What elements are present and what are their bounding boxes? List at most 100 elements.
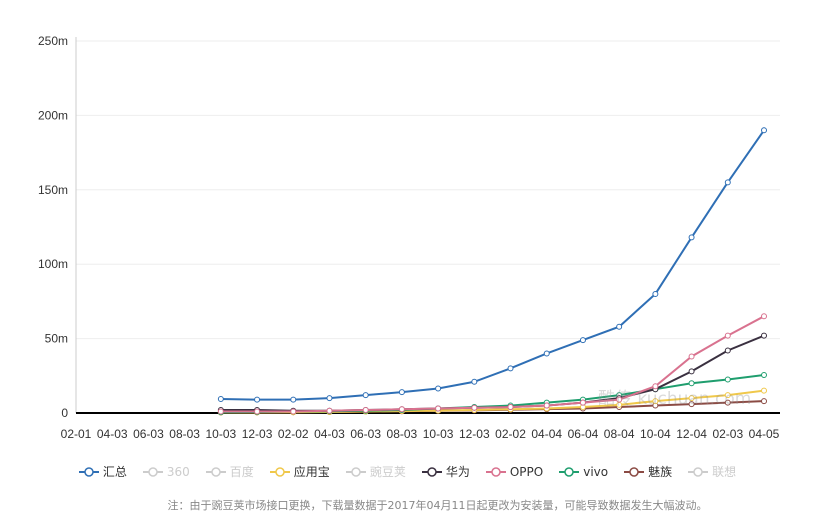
- x-tick-label: 02-02: [278, 427, 309, 441]
- data-point: [616, 396, 623, 403]
- x-tick-label: 12-04: [676, 427, 707, 441]
- data-point: [507, 365, 514, 372]
- x-tick-label: 04-05: [749, 427, 780, 441]
- data-point: [688, 380, 695, 387]
- data-point: [761, 127, 767, 134]
- data-point: [652, 398, 659, 405]
- x-tick-label: 08-04: [604, 427, 635, 441]
- data-point: [652, 290, 659, 297]
- data-point: [217, 396, 224, 403]
- x-tick-label: 06-03: [133, 427, 164, 441]
- legend-marker-icon: [485, 466, 506, 477]
- legend-marker-icon: [269, 466, 290, 477]
- data-point: [761, 387, 767, 394]
- data-point: [326, 395, 333, 402]
- data-point: [724, 399, 731, 406]
- legend-item[interactable]: 汇总: [78, 463, 127, 480]
- x-tick-label: 04-03: [97, 427, 128, 441]
- legend-item[interactable]: 百度: [205, 463, 254, 480]
- data-point: [254, 396, 261, 403]
- data-point: [579, 337, 586, 344]
- y-tick-label: 200m: [38, 108, 68, 122]
- y-tick-label: 0: [61, 406, 68, 420]
- legend-label: 华为: [445, 465, 470, 479]
- legend-item[interactable]: OPPO: [485, 463, 544, 480]
- y-tick-label: 150m: [38, 183, 68, 197]
- legend-item[interactable]: 魅族: [624, 463, 672, 480]
- data-point: [688, 353, 695, 360]
- legend-marker-icon: [559, 466, 580, 477]
- x-tick-label: 12-03: [242, 427, 273, 441]
- data-point: [543, 402, 550, 409]
- data-point: [688, 401, 695, 408]
- data-point: [761, 332, 767, 339]
- x-tick-label: 06-03: [350, 427, 381, 441]
- y-tick-label: 50m: [45, 332, 68, 346]
- x-tick-label: 02-02: [495, 427, 526, 441]
- legend-label: vivo: [583, 464, 609, 479]
- data-point: [724, 332, 731, 339]
- legend-item[interactable]: vivo: [559, 463, 608, 480]
- x-tick-label: 10-04: [640, 427, 671, 441]
- x-tick-label: 12-03: [459, 427, 490, 441]
- legend-marker-icon: [78, 466, 99, 477]
- data-point: [435, 405, 442, 412]
- x-tick-label: 08-03: [169, 427, 200, 441]
- data-point: [398, 389, 405, 396]
- data-point: [724, 179, 731, 186]
- data-point: [290, 396, 297, 403]
- data-point: [217, 408, 224, 415]
- data-point: [761, 313, 767, 320]
- series-OPPO: [217, 313, 767, 415]
- legend-label: 豌豆荚: [369, 465, 406, 479]
- x-tick-label: 08-03: [387, 427, 418, 441]
- x-tick-label: 04-04: [531, 427, 562, 441]
- data-point: [724, 347, 731, 354]
- legend-label: 应用宝: [293, 465, 330, 479]
- series-line: [220, 315, 765, 413]
- x-tick-label: 02-03: [712, 427, 743, 441]
- data-point: [724, 392, 731, 399]
- line-chart: 0 50m 100m 150m 200m 250m 02-01 04-03 06-03 08-03…: [38, 34, 780, 441]
- data-point: [471, 378, 478, 385]
- data-point: [724, 376, 731, 383]
- series-line: [220, 129, 765, 401]
- y-tick-label: 250m: [38, 34, 68, 48]
- data-point: [507, 404, 514, 411]
- legend-marker-icon: [421, 466, 442, 477]
- data-point: [435, 385, 442, 392]
- legend-marker-icon: [688, 466, 709, 477]
- data-point: [761, 398, 767, 405]
- footnote: 注：由于豌豆荚市场接口更换，下载量数据于2017年04月11日起更改为安装量，可…: [167, 499, 708, 512]
- legend-item[interactable]: 华为: [421, 463, 470, 480]
- legend-label: OPPO: [509, 464, 544, 479]
- legend-marker-icon: [205, 466, 226, 477]
- x-tick-label: 06-04: [568, 427, 599, 441]
- legend-label: 联想: [712, 465, 737, 479]
- legend-label: 魅族: [648, 465, 673, 479]
- legend-item[interactable]: 豌豆荚: [345, 463, 406, 480]
- data-point: [652, 383, 659, 390]
- legend-label: 360: [166, 464, 190, 479]
- y-tick-label: 100m: [38, 257, 68, 271]
- data-point: [362, 392, 369, 399]
- legend-label: 汇总: [102, 465, 127, 479]
- legend-item[interactable]: 联想: [688, 463, 736, 480]
- data-point: [761, 372, 767, 379]
- legend-marker-icon: [624, 466, 645, 477]
- data-point: [326, 407, 333, 414]
- series-汇总: [217, 127, 767, 403]
- data-point: [688, 234, 695, 241]
- legend-item[interactable]: 360: [142, 463, 190, 480]
- x-tick-label: 02-01: [61, 427, 92, 441]
- legend-marker-icon: [345, 466, 366, 477]
- legend-item[interactable]: 应用宝: [269, 463, 330, 480]
- data-point: [398, 406, 405, 413]
- data-point: [471, 404, 478, 411]
- data-point: [579, 399, 586, 406]
- data-point: [688, 368, 695, 375]
- legend-marker-icon: [142, 466, 163, 477]
- watermark: 酷传 kuchuan.com: [598, 389, 752, 409]
- x-tick-label: 10-03: [423, 427, 454, 441]
- x-tick-label: 04-03: [314, 427, 345, 441]
